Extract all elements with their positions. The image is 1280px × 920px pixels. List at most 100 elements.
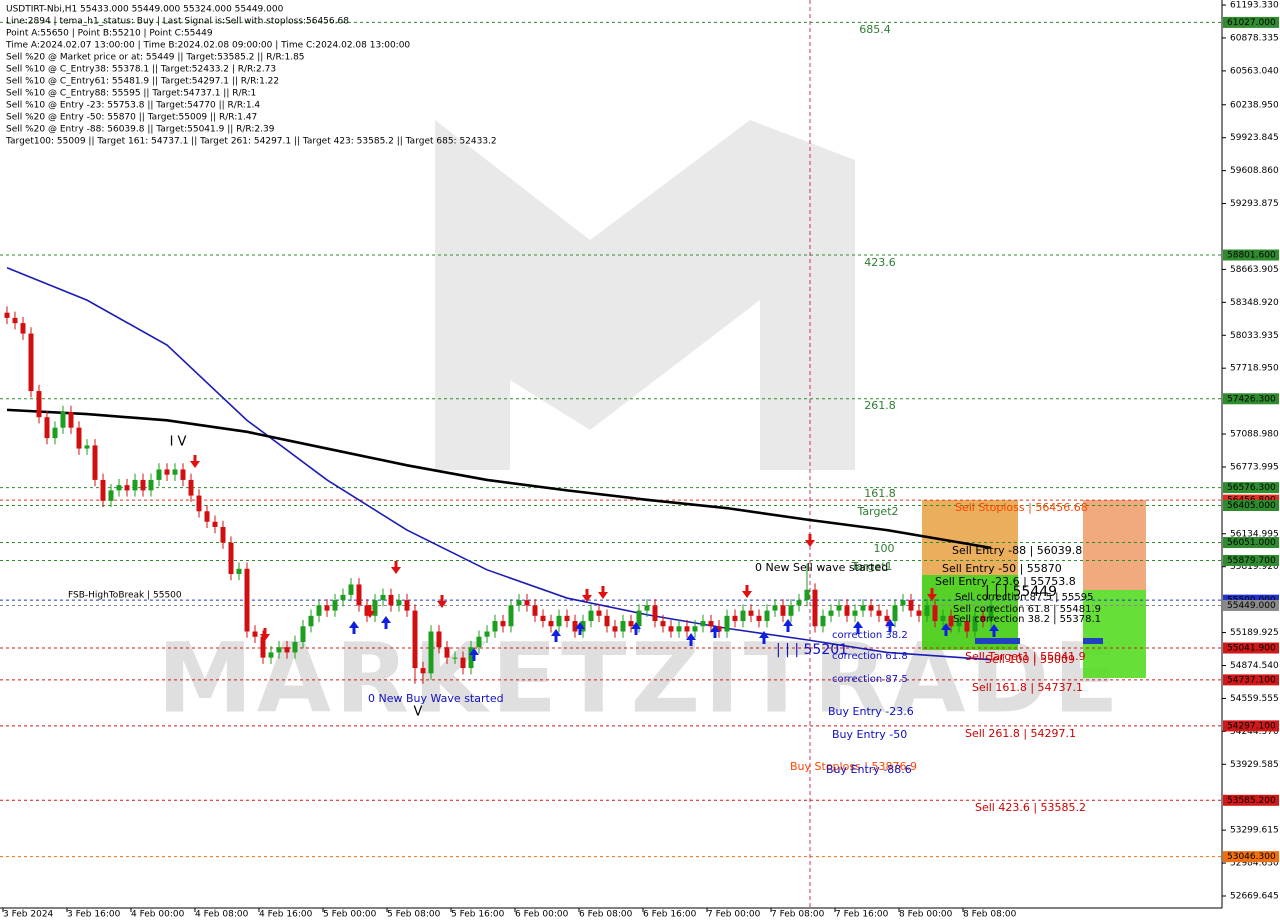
candle-body <box>212 521 218 527</box>
sell-arrow <box>598 586 608 599</box>
buy-arrow <box>941 623 951 636</box>
y-tick-label: 53299.615 <box>1230 826 1279 836</box>
level-label-bg <box>1223 674 1279 686</box>
candle-body <box>620 621 626 632</box>
candle-body <box>924 605 930 616</box>
candle-body <box>252 631 258 637</box>
candle-body <box>916 610 922 616</box>
candle-body <box>444 647 450 658</box>
annotation: correction 38.2 <box>832 630 908 641</box>
candle-body <box>548 621 554 627</box>
annotation: V <box>414 705 423 720</box>
level-label: 55449.000 <box>1227 601 1276 611</box>
y-tick-label: 54874.540 <box>1230 661 1279 671</box>
level-label-bg <box>1223 249 1279 261</box>
annotation: Target2 <box>856 505 898 518</box>
marker-bar <box>975 638 1020 644</box>
x-tick-label: 6 Feb 16:00 <box>643 910 697 920</box>
buy-arrow <box>853 621 863 634</box>
annotation: Sell Entry -23.6 | 55753.8 <box>935 575 1076 588</box>
moving-average <box>6 266 992 661</box>
candle-body <box>332 600 338 611</box>
annotation: Sell 100 | 55009 <box>985 653 1075 666</box>
annotation: | | | 55449 <box>985 584 1057 600</box>
candle-body <box>260 636 266 658</box>
buy-arrow <box>710 625 720 638</box>
candle-body <box>972 615 978 632</box>
x-tick-label: 3 Feb 2024 <box>3 910 54 920</box>
level-label: 53046.300 <box>1227 852 1276 862</box>
candle-body <box>612 626 618 632</box>
buy-arrow <box>469 648 479 661</box>
candle-body <box>220 526 226 543</box>
annotation: | | | 55201 <box>776 642 848 658</box>
candle-body <box>692 626 698 632</box>
candle-body <box>516 600 522 606</box>
candle-body <box>484 631 490 637</box>
level-label: 58801.600 <box>1227 251 1276 261</box>
candle-body <box>132 479 138 491</box>
candle-body <box>956 621 962 627</box>
candle-body <box>604 615 610 627</box>
candle-body <box>100 479 106 501</box>
candle-body <box>372 600 378 616</box>
y-tick-label: 59293.875 <box>1230 199 1279 209</box>
candle-body <box>292 641 298 653</box>
candle-body <box>788 605 794 616</box>
candle-body <box>780 605 786 616</box>
annotation: I V <box>170 435 187 450</box>
y-tick-label: 52669.645 <box>1230 892 1279 902</box>
candle-body <box>700 621 706 627</box>
plot-area <box>0 21 1222 858</box>
x-tick-label: 3 Feb 16:00 <box>67 910 121 920</box>
candle-body <box>180 469 186 480</box>
level-label-bg <box>1223 482 1279 494</box>
candle-body <box>908 600 914 611</box>
candle-body <box>228 542 234 575</box>
candle-body <box>340 594 346 601</box>
annotation: 161.8 <box>864 487 896 500</box>
candle-body <box>940 615 946 622</box>
candle-body <box>36 391 42 418</box>
candle-body <box>156 469 162 480</box>
sell-arrow <box>742 585 752 598</box>
candle-body <box>988 605 994 622</box>
candle-body <box>28 333 34 392</box>
annotation: Sell correction 61.8 | 55481.9 <box>953 604 1101 615</box>
level-label-bg <box>1223 554 1279 566</box>
annotation: correction 87.5 <box>832 674 908 685</box>
sell-arrow <box>391 561 401 574</box>
header-line: Sell %20 @ Entry -50: 55870 || Target:55… <box>6 113 257 123</box>
candle-body <box>188 479 194 496</box>
x-tick-label: 4 Feb 08:00 <box>195 910 249 920</box>
candle-body <box>676 626 682 632</box>
level-label-bg <box>1223 393 1279 405</box>
annotation: Sell 261.8 | 54297.1 <box>965 727 1076 740</box>
x-tick-label: 5 Feb 08:00 <box>387 910 441 920</box>
level-label: 56576.300 <box>1227 483 1276 493</box>
y-tick-label: 56134.995 <box>1230 529 1279 539</box>
level-label: 56405.000 <box>1227 501 1276 511</box>
annotation: Buy Entry -50 <box>832 728 907 741</box>
annotation: Sell 161.8 | 54737.1 <box>972 681 1083 694</box>
x-tick-label: 7 Feb 00:00 <box>707 910 761 920</box>
candle-body <box>476 636 482 648</box>
header-line: Target100: 55009 || Target 161: 54737.1 … <box>5 137 497 147</box>
candle-body <box>76 427 82 449</box>
level-label: 54297.100 <box>1227 721 1276 731</box>
candle-body <box>12 317 18 324</box>
candle-body <box>348 584 354 595</box>
candle-body <box>628 621 634 627</box>
candle-body <box>980 615 986 622</box>
annotation: Target1 <box>850 560 892 573</box>
candle-body <box>428 631 434 674</box>
candle-body <box>820 615 826 627</box>
header-line: Sell %20 @ Market price or at: 55449 || … <box>6 53 305 63</box>
candle-body <box>596 610 602 616</box>
candle-body <box>796 600 802 606</box>
y-tick-label: 59923.845 <box>1230 133 1279 143</box>
candle-body <box>436 631 442 648</box>
candle-body <box>524 600 530 606</box>
header-line: Time A:2024.02.07 13:00:00 | Time B:2024… <box>5 41 410 51</box>
y-tick-label: 53929.585 <box>1230 760 1279 770</box>
